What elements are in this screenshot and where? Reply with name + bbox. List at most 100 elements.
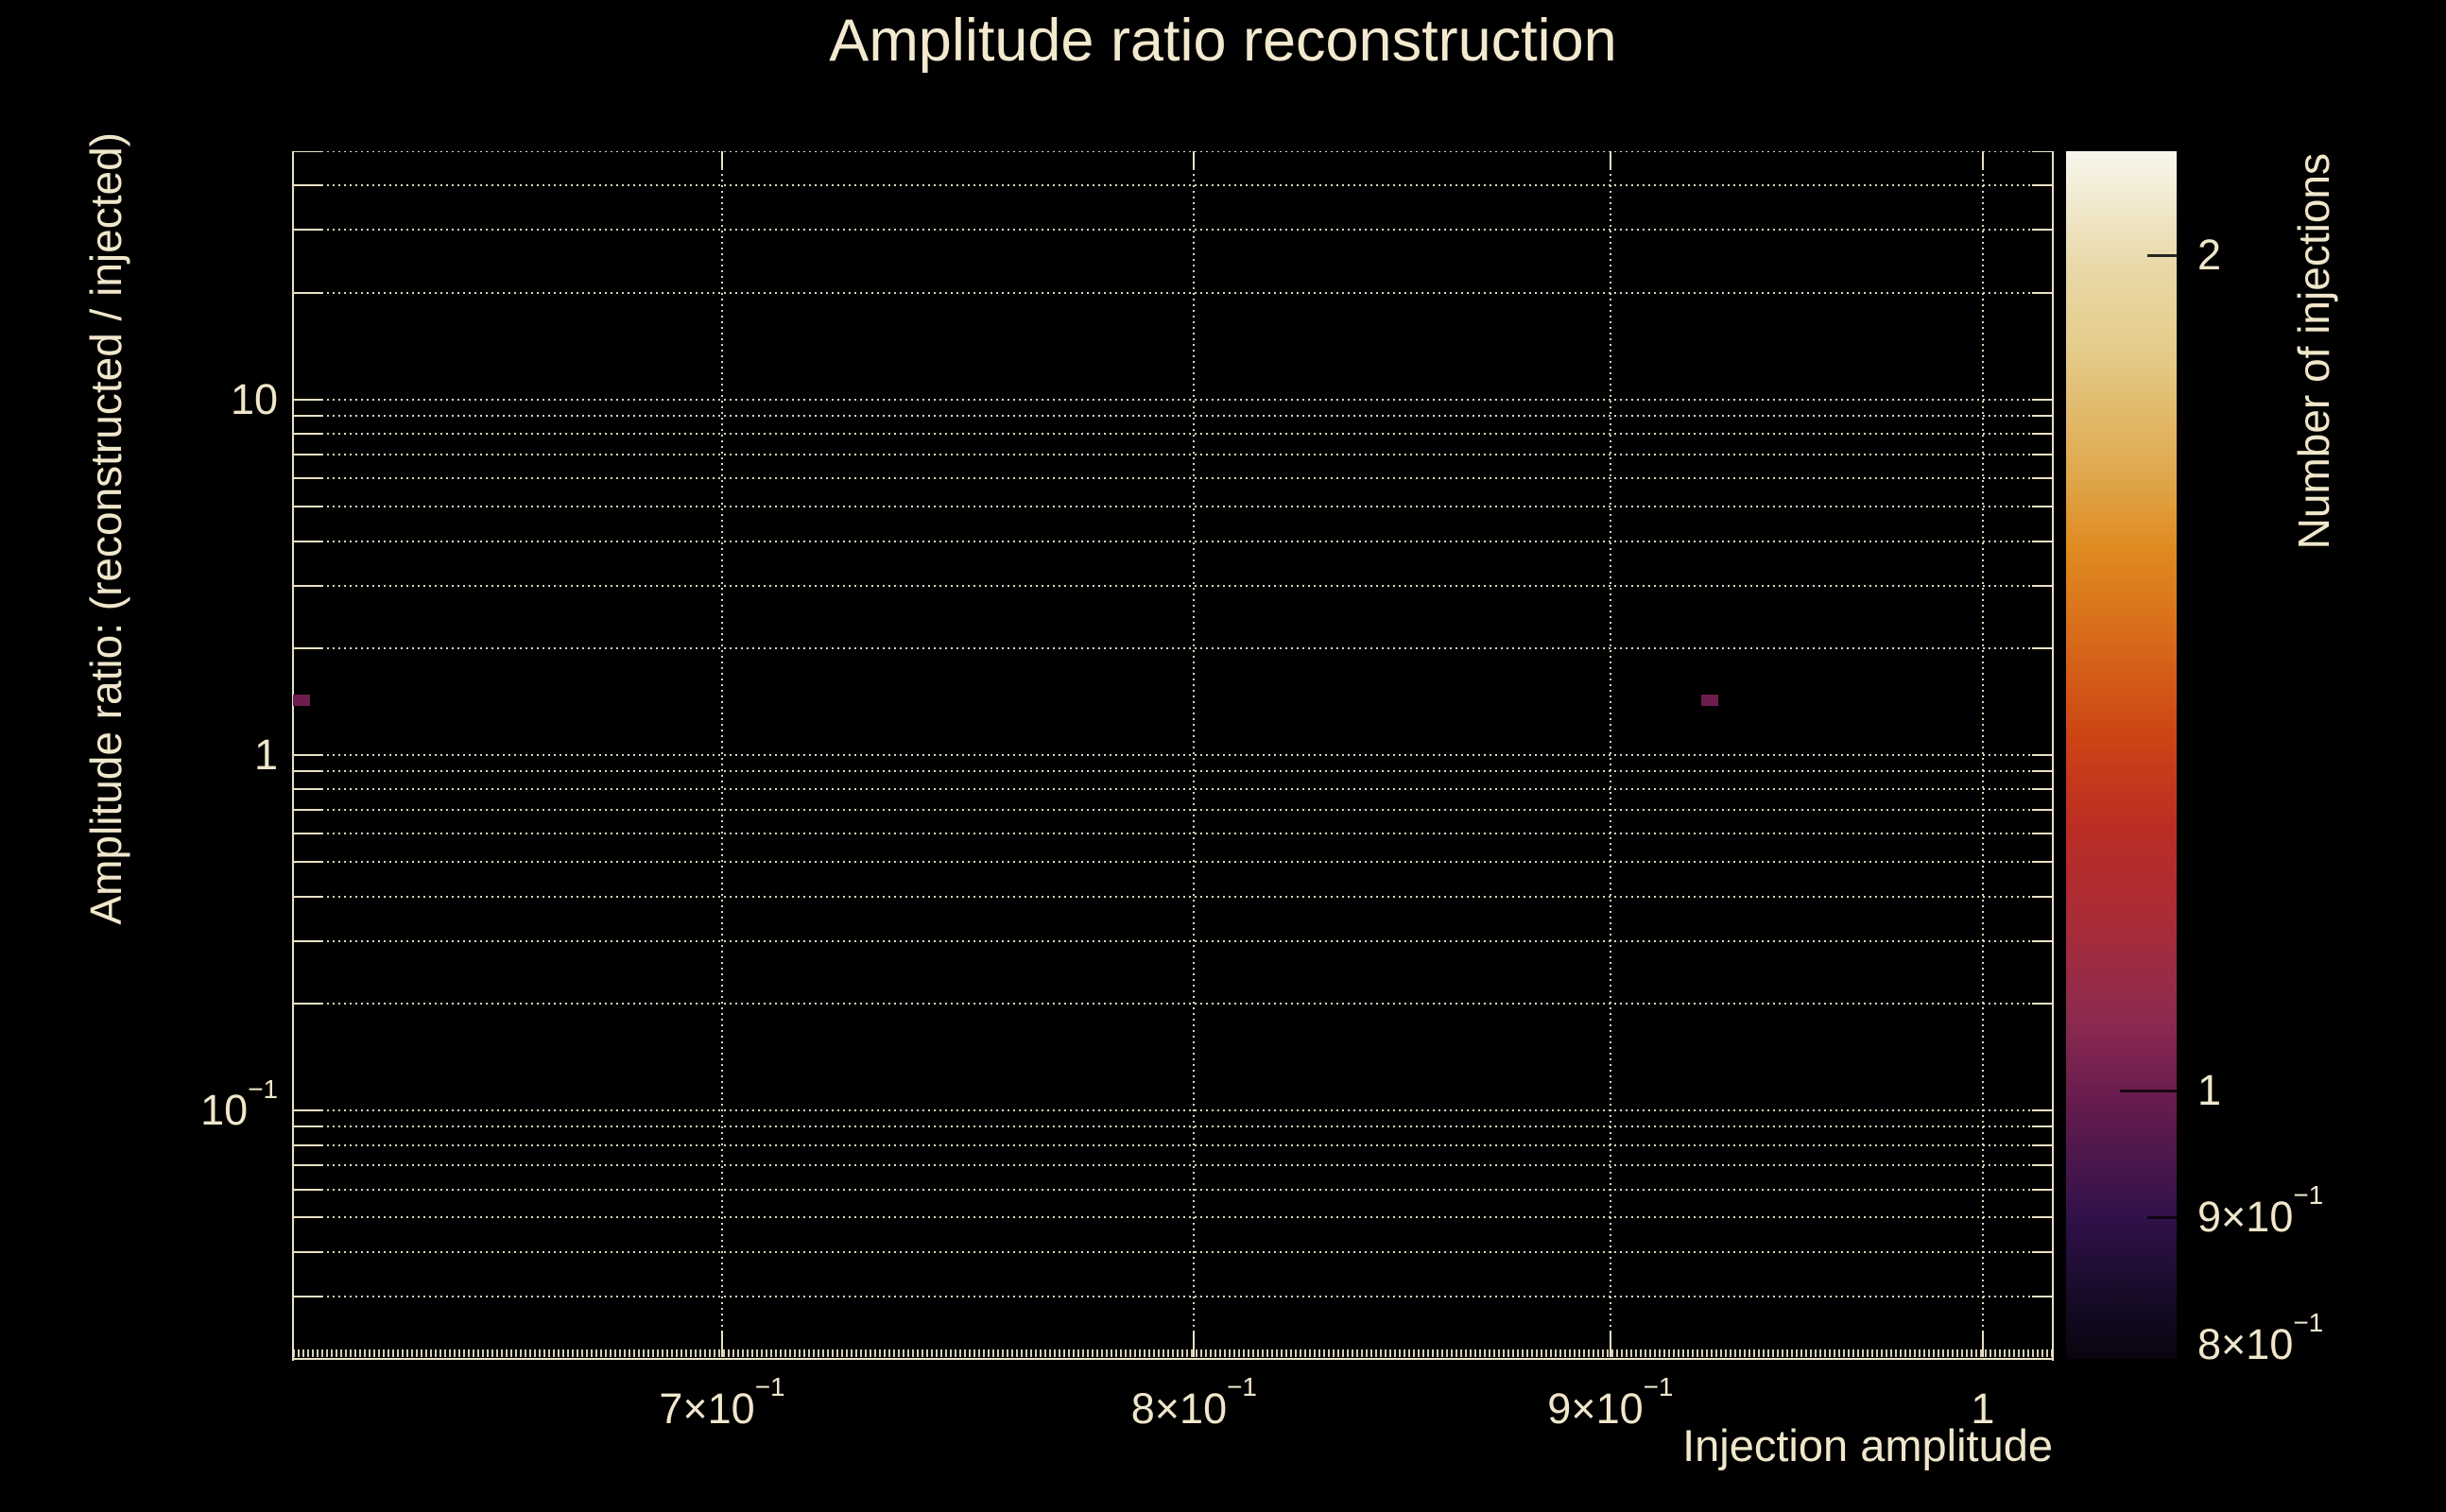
- x-tick-top: [1193, 151, 1196, 168]
- x-tick-top: [720, 151, 723, 168]
- y-tick-right: [2032, 477, 2053, 480]
- colorbar-tick-label: 8×10−1: [2197, 1308, 2324, 1368]
- right-spine: [2052, 151, 2054, 1361]
- y-gridline-minor: [293, 1295, 2053, 1297]
- bottom-spine: [293, 1358, 2053, 1360]
- y-axis-label-text: Amplitude ratio: (reconstructed / inject…: [81, 132, 130, 925]
- x-tick-label: 1: [1971, 1384, 1995, 1433]
- y-tick-left: [293, 1109, 321, 1112]
- y-gridline-minor: [293, 477, 2053, 480]
- y-tick-right: [2032, 1188, 2053, 1191]
- y-tick-right: [2032, 1216, 2053, 1219]
- y-tick-right: [2032, 809, 2053, 812]
- colorbar-tick-major: [2120, 1089, 2177, 1092]
- x-tick-label: 9×10−1: [1547, 1372, 1674, 1433]
- y-gridline-minor: [293, 415, 2053, 418]
- y-tick-right: [2032, 151, 2053, 152]
- y-tick-right: [2032, 1250, 2053, 1253]
- x-tick-bottom: [1981, 1331, 1984, 1357]
- y-gridline-minor: [293, 433, 2053, 436]
- y-tick-right: [2032, 1125, 2053, 1128]
- y-tick-left: [293, 754, 321, 756]
- y-tick-left: [293, 1164, 321, 1167]
- y-tick-left: [293, 1250, 321, 1253]
- y-tick-left: [293, 184, 321, 187]
- y-tick-left: [293, 1143, 321, 1146]
- y-tick-left: [293, 788, 321, 791]
- x-tick-bottom: [1609, 1331, 1611, 1357]
- colorbar-tick-label: 9×10−1: [2197, 1180, 2324, 1241]
- x-tick-label: 7×10−1: [659, 1372, 785, 1433]
- y-tick-left: [293, 1002, 321, 1005]
- y-gridline-minor: [293, 584, 2053, 587]
- x-minor-ticks-strip: [293, 1349, 2053, 1357]
- y-gridline-major: [293, 754, 2053, 756]
- y-tick-right: [2032, 646, 2053, 649]
- y-tick-left: [293, 398, 321, 401]
- y-tick-left: [293, 433, 321, 436]
- y-gridline-minor: [293, 184, 2053, 187]
- y-tick-right: [2032, 506, 2053, 508]
- colorbar-tick-label: 2: [2197, 230, 2222, 279]
- y-tick-right: [2032, 788, 2053, 791]
- y-tick-left: [293, 151, 321, 152]
- colorbar-tick-minor: [2147, 253, 2177, 257]
- colorbar-label-text: Number of injections: [2289, 153, 2338, 550]
- y-gridline-minor: [293, 1164, 2053, 1167]
- y-tick-left: [293, 291, 321, 294]
- chart-title: Amplitude ratio reconstruction: [829, 8, 1617, 74]
- x-tick-bottom: [720, 1331, 723, 1357]
- x-tick-label: 8×10−1: [1130, 1372, 1257, 1433]
- y-tick-left: [293, 809, 321, 812]
- y-tick-left: [293, 506, 321, 508]
- y-gridline-minor: [293, 833, 2053, 835]
- y-gridline-minor: [293, 646, 2053, 649]
- y-gridline-minor: [293, 788, 2053, 791]
- y-tick-left: [293, 415, 321, 418]
- colorbar: [2066, 151, 2177, 1359]
- y-tick-left: [293, 454, 321, 456]
- y-tick-label: 10−1: [200, 1074, 278, 1135]
- y-tick-right: [2032, 895, 2053, 898]
- y-gridline-minor: [293, 540, 2053, 542]
- y-gridline-minor: [293, 151, 2053, 152]
- y-gridline-minor: [293, 1358, 2053, 1359]
- y-tick-left: [293, 1216, 321, 1219]
- x-tick-top: [1609, 151, 1611, 168]
- y-gridline-minor: [293, 229, 2053, 232]
- y-tick-right: [2032, 861, 2053, 864]
- x-gridline: [1193, 151, 1196, 1359]
- x-gridline: [1609, 151, 1611, 1359]
- y-gridline-major: [293, 398, 2053, 401]
- y-tick-left: [293, 1188, 321, 1191]
- y-gridline-minor: [293, 1216, 2053, 1219]
- y-tick-right: [2032, 540, 2053, 542]
- y-tick-left: [293, 540, 321, 542]
- y-tick-left: [293, 584, 321, 587]
- y-gridline-minor: [293, 770, 2053, 773]
- y-gridline-minor: [293, 1002, 2053, 1005]
- y-tick-right: [2032, 833, 2053, 835]
- y-tick-right: [2032, 1164, 2053, 1167]
- y-gridline-minor: [293, 1188, 2053, 1191]
- y-gridline-major: [293, 1109, 2053, 1112]
- y-tick-right: [2032, 939, 2053, 942]
- y-tick-left: [293, 1358, 321, 1359]
- y-tick-left: [293, 646, 321, 649]
- y-tick-left: [293, 229, 321, 232]
- y-tick-right: [2032, 433, 2053, 436]
- y-tick-right: [2032, 770, 2053, 773]
- x-tick-top: [1981, 151, 1984, 168]
- x-axis-label: Injection amplitude: [1682, 1420, 2053, 1470]
- y-tick-right: [2032, 1295, 2053, 1297]
- left-spine: [292, 151, 294, 1361]
- y-tick-right: [2032, 584, 2053, 587]
- y-tick-right: [2032, 184, 2053, 187]
- y-gridline-minor: [293, 1143, 2053, 1146]
- y-tick-label: 1: [253, 730, 278, 779]
- y-axis-label: Amplitude ratio: (reconstructed / inject…: [79, 132, 136, 1077]
- heatmap-bin: [293, 694, 311, 706]
- x-gridline: [720, 151, 723, 1359]
- y-tick-left: [293, 770, 321, 773]
